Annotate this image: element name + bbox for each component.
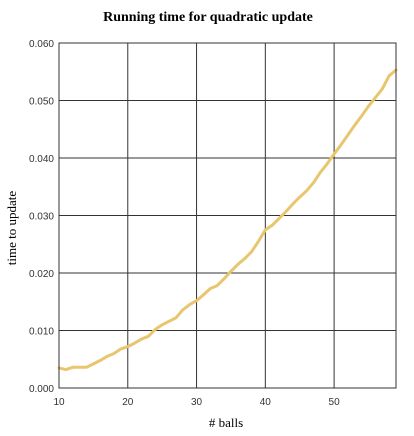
series-layer bbox=[57, 68, 398, 372]
plot-frame bbox=[58, 42, 397, 389]
y-tick-label: 0.060 bbox=[29, 39, 54, 50]
x-tick-label: 50 bbox=[329, 397, 341, 408]
y-tick-label: 0.010 bbox=[29, 327, 54, 338]
y-axis-label: time to update bbox=[4, 191, 19, 266]
tick-labels: 10 20 30 40 50 0.000 0.010 0.020 0.030 0.040 0.050… bbox=[29, 39, 340, 408]
y-tick-label: 0.050 bbox=[29, 97, 54, 108]
y-tick-label: 0.040 bbox=[29, 154, 54, 165]
y-tick-label: 0.020 bbox=[29, 269, 54, 280]
y-tick-label: 0.030 bbox=[29, 212, 54, 223]
x-tick-label: 20 bbox=[122, 397, 134, 408]
series-line bbox=[57, 68, 398, 372]
x-tick-label: 10 bbox=[53, 397, 65, 408]
chart-title: Running time for quadratic update bbox=[103, 10, 313, 25]
x-axis-label: # balls bbox=[209, 415, 243, 430]
grid-lines bbox=[58, 42, 396, 389]
y-tick-label: 0.000 bbox=[29, 384, 54, 395]
x-tick-label: 30 bbox=[191, 397, 203, 408]
x-tick-label: 40 bbox=[260, 397, 272, 408]
